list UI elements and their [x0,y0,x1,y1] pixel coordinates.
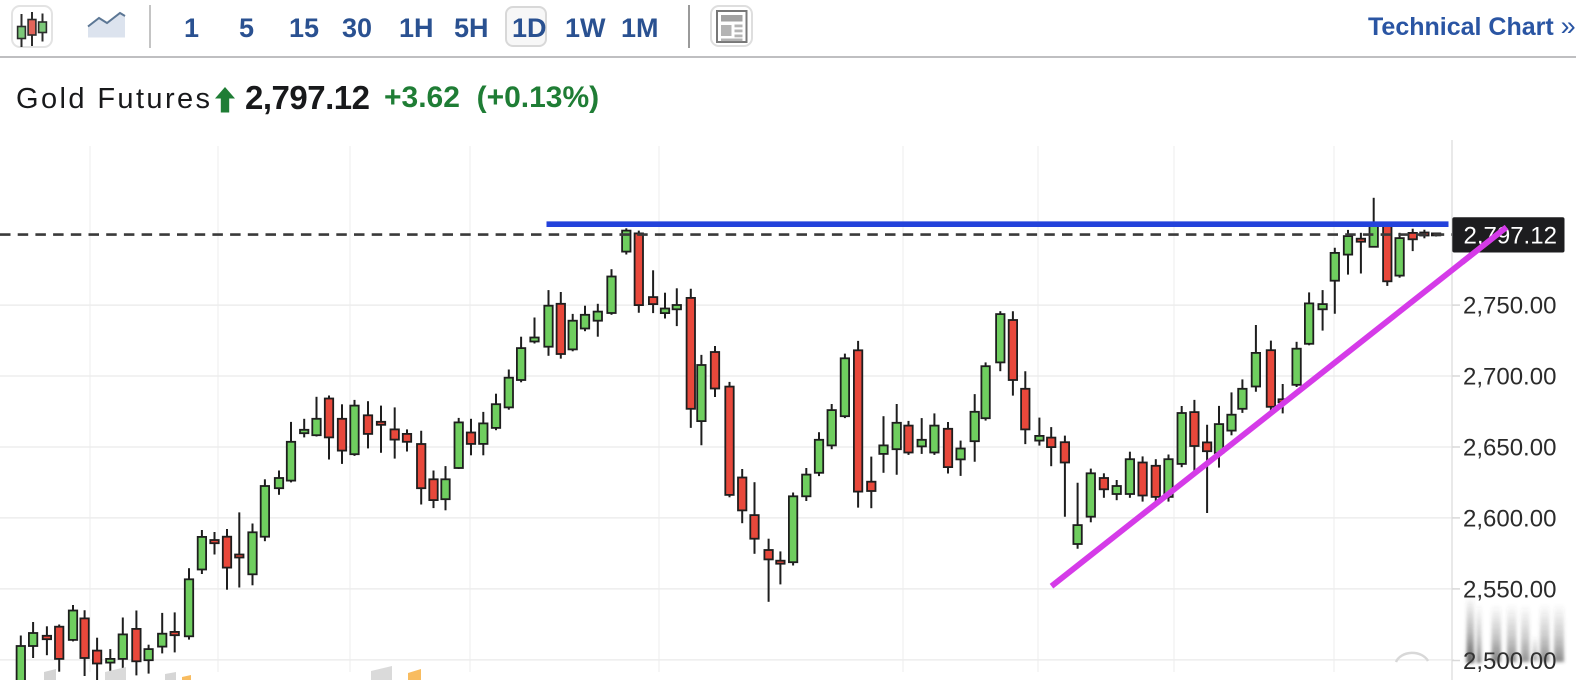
svg-text:2,600.00: 2,600.00 [1463,506,1556,533]
svg-text:2,650.00: 2,650.00 [1463,435,1556,462]
svg-text:2,750.00: 2,750.00 [1463,293,1556,320]
svg-text:2,797.12: 2,797.12 [1464,223,1557,250]
svg-text:2,700.00: 2,700.00 [1463,364,1556,391]
svg-text:2,550.00: 2,550.00 [1463,577,1556,604]
